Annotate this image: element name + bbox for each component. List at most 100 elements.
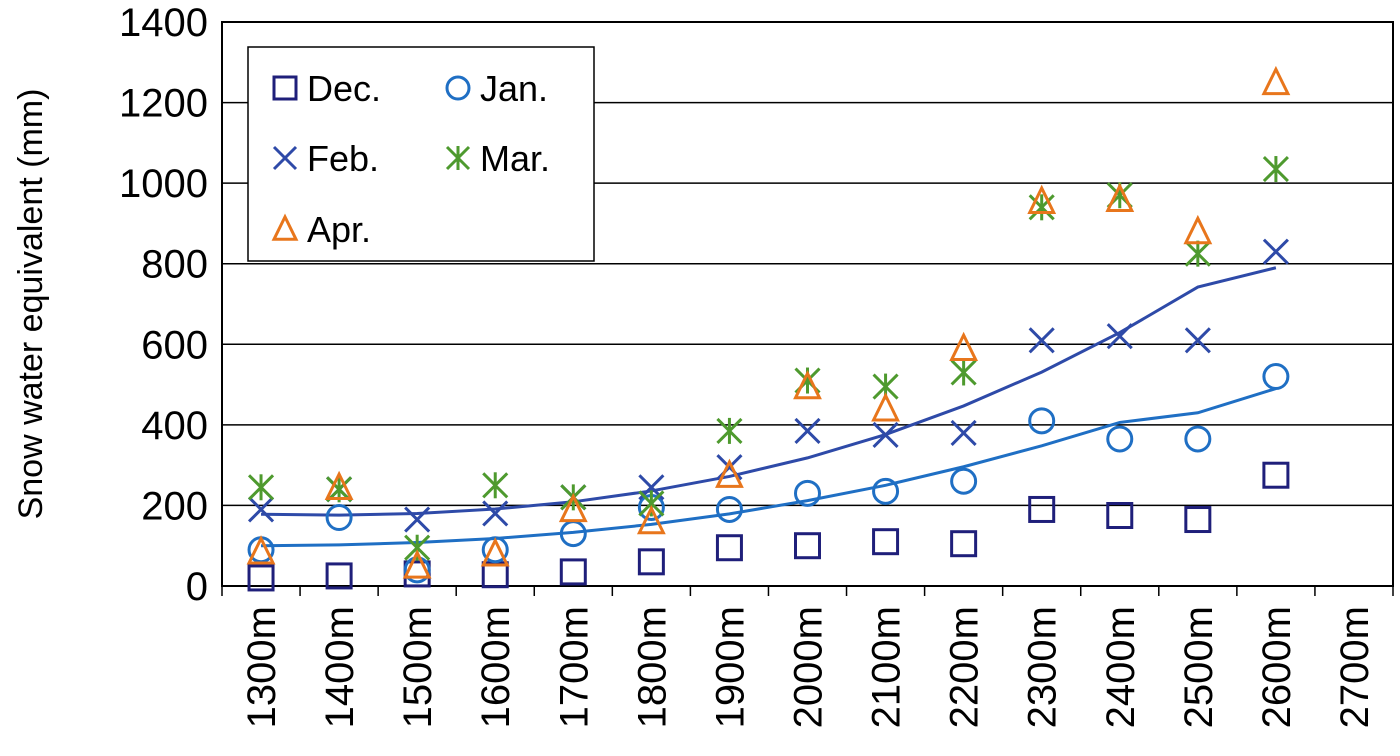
series-jan <box>247 363 1290 584</box>
data-point <box>1184 240 1211 267</box>
data-point <box>716 417 743 444</box>
legend-item-apr: Apr. <box>271 209 371 250</box>
marker-square <box>272 75 298 101</box>
plot-area <box>221 21 1394 587</box>
data-point <box>404 534 431 561</box>
x-tick-label: 2200m <box>943 606 987 728</box>
data-point <box>950 359 977 386</box>
data-point <box>949 331 979 362</box>
x-axis-ticks <box>221 586 1394 596</box>
data-point <box>872 528 900 556</box>
trendline-feb <box>261 266 1277 517</box>
series-feb <box>247 238 1289 533</box>
legend-item-jan: Jan. <box>445 68 548 109</box>
legend-box <box>247 46 595 262</box>
data-point <box>1184 506 1212 534</box>
data-point <box>1183 214 1213 245</box>
data-point <box>1184 327 1211 354</box>
data-point <box>1028 327 1055 354</box>
data-point <box>1261 65 1291 96</box>
marker-x <box>272 145 298 171</box>
data-points <box>246 65 1291 592</box>
data-point <box>638 490 665 517</box>
data-point <box>1105 182 1135 212</box>
legend-label: Dec. <box>307 68 381 109</box>
x-axis-tick-labels: 1300m 1400m 1500m 1600m 1700m 1800m 1900m 2000m… <box>240 606 1377 728</box>
data-point <box>1262 461 1290 489</box>
data-point <box>404 506 431 533</box>
data-point <box>1262 155 1289 183</box>
y-tick-label: 0 <box>186 565 208 609</box>
data-point <box>1262 238 1289 265</box>
x-tick-label: 2700m <box>1333 606 1377 728</box>
data-point <box>793 369 822 400</box>
data-point <box>480 537 510 567</box>
legend-label: Feb. <box>307 138 379 179</box>
data-point <box>872 421 899 448</box>
x-tick-label: 2100m <box>865 606 909 728</box>
data-point <box>246 535 276 565</box>
data-point <box>325 562 353 590</box>
data-point <box>559 558 587 586</box>
data-point <box>1106 425 1134 453</box>
data-point <box>794 479 821 507</box>
data-point <box>1028 495 1056 523</box>
y-tick-label: 600 <box>141 323 208 367</box>
data-point <box>715 495 743 523</box>
data-point <box>950 530 978 558</box>
data-point <box>1028 194 1055 221</box>
data-point <box>872 477 900 505</box>
data-point <box>794 532 821 560</box>
y-tick-label: 1000 <box>119 162 208 206</box>
y-axis-title: Snow water equivalent (mm) <box>12 89 50 520</box>
data-point <box>636 504 666 535</box>
y-axis-tick-labels: 0 200 400 600 800 1000 1200 1400 <box>119 1 208 609</box>
data-point <box>482 472 509 499</box>
legend-item-mar: Mar. <box>445 138 550 179</box>
x-tick-label: 2600m <box>1255 606 1299 728</box>
data-point <box>247 564 275 592</box>
data-point <box>558 492 588 523</box>
data-point <box>325 504 353 532</box>
x-tick-label: 1800m <box>630 606 674 728</box>
x-tick-label: 1500m <box>396 606 440 728</box>
marker-asterisk <box>445 145 471 171</box>
data-point <box>324 470 354 501</box>
x-tick-label: 2300m <box>1021 606 1065 728</box>
x-tick-label: 1600m <box>474 606 518 728</box>
data-point <box>1028 407 1056 435</box>
marker-triangle <box>271 213 299 241</box>
trendline-jan <box>261 387 1277 548</box>
x-tick-label: 2500m <box>1177 606 1221 728</box>
data-point <box>715 534 743 562</box>
legend-label: Apr. <box>307 209 371 250</box>
x-tick-label: 2000m <box>787 606 831 728</box>
data-point <box>1106 323 1133 350</box>
y-tick-label: 1400 <box>119 1 208 45</box>
data-point <box>871 392 900 422</box>
marker-circle <box>445 75 471 101</box>
x-tick-label: 2400m <box>1099 606 1143 728</box>
y-tick-label: 400 <box>141 404 208 448</box>
x-tick-label: 1300m <box>240 606 284 728</box>
data-point <box>794 417 821 444</box>
data-point <box>1106 502 1134 529</box>
legend-item-dec: Dec. <box>272 68 381 109</box>
data-point <box>637 548 665 576</box>
data-point <box>247 496 275 523</box>
series-apr <box>246 65 1291 579</box>
y-tick-label: 1200 <box>119 82 208 126</box>
trendlines <box>261 266 1277 548</box>
data-point <box>482 500 509 527</box>
data-point <box>1184 425 1212 453</box>
data-point <box>402 549 432 579</box>
data-point <box>715 458 744 488</box>
x-tick-label: 1900m <box>708 606 752 728</box>
legend-label: Mar. <box>480 138 550 179</box>
legend: Dec. Jan. Feb. Mar. Apr. <box>247 46 595 262</box>
data-point <box>950 467 978 495</box>
data-point <box>950 419 977 446</box>
legend-label: Jan. <box>480 68 548 109</box>
data-point <box>247 474 275 501</box>
